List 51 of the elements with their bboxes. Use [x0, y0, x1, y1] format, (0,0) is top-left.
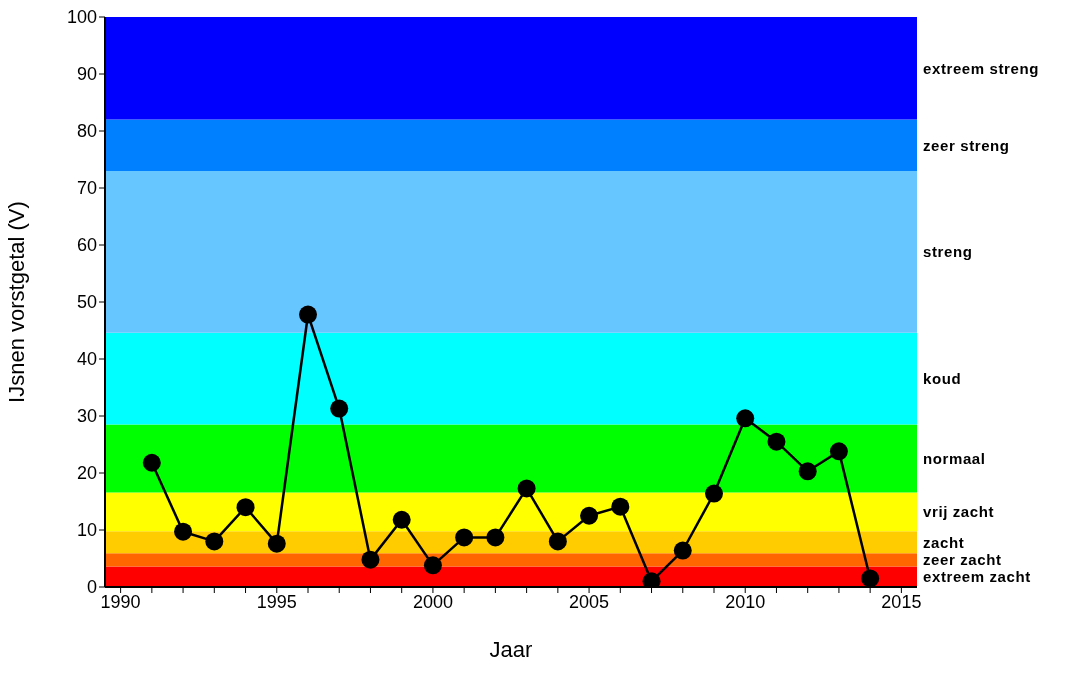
y-tick-label: 80	[76, 121, 97, 142]
y-tick-label: 60	[76, 235, 97, 256]
point	[548, 532, 567, 551]
point	[392, 510, 411, 529]
y-tick-label: 30	[76, 406, 97, 427]
y-tick-label: 100	[66, 7, 97, 28]
point	[611, 497, 630, 516]
x-tick-label: 2015	[881, 591, 922, 612]
point	[486, 528, 505, 547]
band-label: extreem streng	[923, 59, 1039, 77]
band-label: extreem zacht	[923, 568, 1031, 586]
point	[423, 556, 442, 575]
y-tick-label: 40	[76, 349, 97, 370]
band-label: normaal	[923, 449, 986, 467]
point	[330, 399, 349, 418]
point	[142, 453, 161, 472]
x-tick-label: 1990	[100, 591, 141, 612]
point	[705, 484, 723, 503]
point	[299, 305, 317, 324]
point	[361, 550, 380, 569]
band-label: koud	[923, 370, 962, 388]
y-axis-title: IJsnen vorstgetal (V)	[3, 201, 29, 403]
point	[517, 479, 536, 498]
x-tick-label: 2005	[569, 591, 610, 612]
y-tick-label: 0	[86, 577, 97, 598]
x-tick-label: 2000	[412, 591, 453, 612]
band-label: zeer zacht	[923, 551, 1002, 569]
band-label: vrij zacht	[923, 503, 995, 521]
x-tick-label: 2010	[725, 591, 766, 612]
point	[829, 442, 848, 461]
x-axis-title: Jaar	[489, 637, 533, 662]
y-tick-label: 20	[76, 463, 97, 484]
y-tick-label: 10	[76, 520, 97, 541]
band-label: zeer streng	[923, 136, 1010, 154]
point	[580, 506, 599, 525]
point	[673, 541, 692, 560]
band-label: streng	[923, 243, 973, 261]
y-tick-label: 50	[76, 292, 97, 313]
point	[455, 528, 474, 547]
band-label: zacht	[923, 533, 965, 551]
point	[798, 462, 817, 481]
y-tick-label: 70	[76, 178, 97, 199]
point	[736, 409, 755, 428]
point	[861, 569, 880, 587]
point	[267, 534, 286, 553]
point	[236, 498, 255, 517]
x-tick-label: 1995	[256, 591, 297, 612]
point	[174, 522, 193, 541]
y-tick-label: 90	[76, 64, 97, 85]
point	[205, 532, 224, 551]
point	[767, 432, 786, 451]
